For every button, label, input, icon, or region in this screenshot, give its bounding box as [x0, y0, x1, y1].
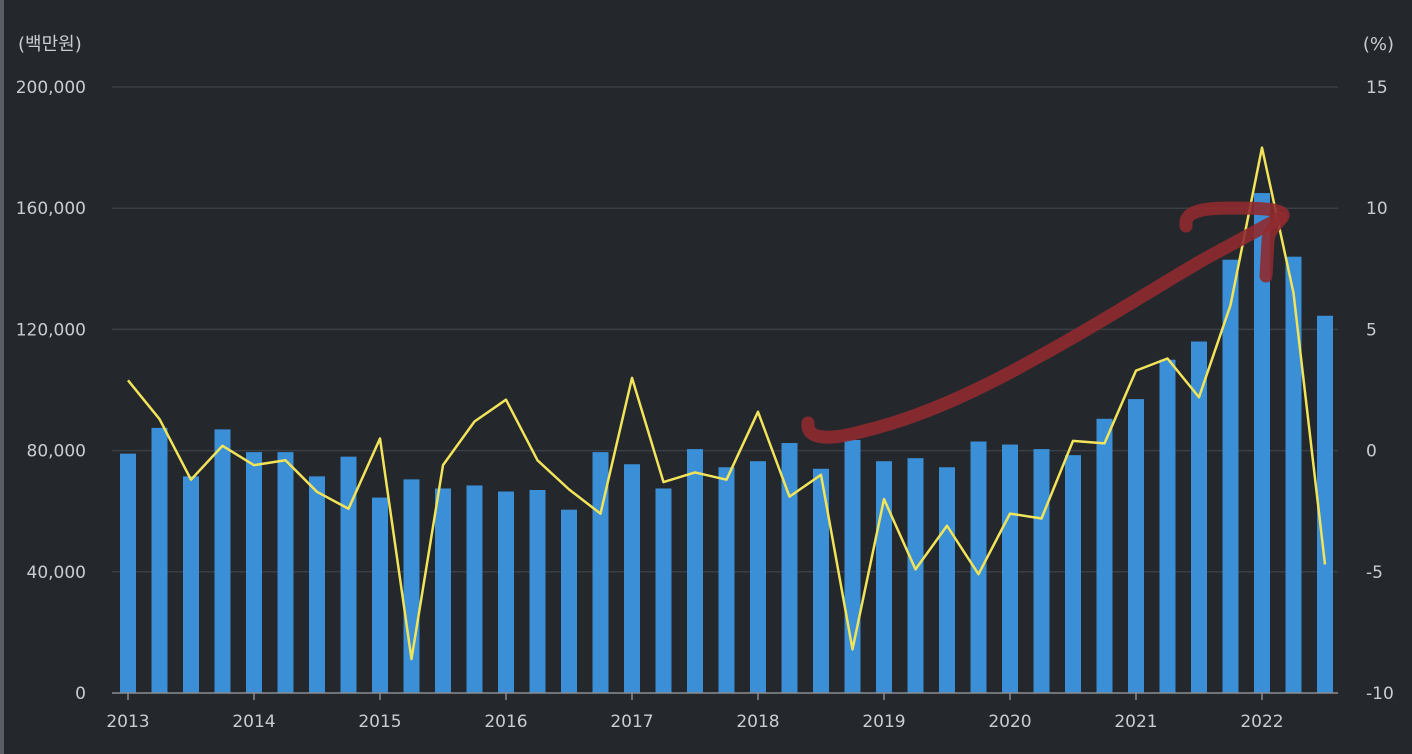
- bar: [466, 485, 483, 693]
- y-left-tick-label: 40,000: [27, 563, 86, 583]
- x-tick-label: 2020: [988, 712, 1031, 732]
- bar: [1254, 193, 1270, 694]
- y-left-tick-label: 120,000: [16, 320, 86, 340]
- x-tick-label: 2017: [610, 712, 653, 732]
- bar: [340, 456, 357, 693]
- x-tick-label: 2014: [232, 712, 275, 732]
- bar: [1128, 399, 1144, 693]
- bar: [592, 452, 609, 693]
- bar: [1191, 341, 1207, 693]
- bar: [687, 449, 703, 693]
- y-left-tick-label: 200,000: [16, 78, 86, 98]
- y-right-tick-label: 10: [1366, 199, 1388, 219]
- bar: [1285, 256, 1302, 693]
- bar: [498, 491, 514, 693]
- bar: [183, 476, 199, 693]
- bar: [939, 467, 955, 693]
- x-tick-label: 2019: [862, 712, 905, 732]
- bar-series: [120, 193, 1333, 694]
- x-tick-label: 2018: [736, 712, 779, 732]
- bar: [844, 439, 861, 693]
- bar: [813, 468, 829, 693]
- left-axis-unit: (백만원): [18, 34, 82, 55]
- bar: [1033, 449, 1050, 693]
- bar: [309, 476, 325, 693]
- bar: [529, 489, 546, 693]
- growth-rate-line: [127, 146, 1327, 661]
- y-right-tick-label: 5: [1366, 320, 1377, 340]
- bar: [718, 467, 735, 693]
- bar: [907, 458, 924, 693]
- bar: [1222, 259, 1239, 693]
- bar: [781, 443, 798, 693]
- axes: 0 40,000 80,000 120,000 160,000 200,000 -10 -5 0…: [16, 78, 1394, 732]
- bar: [214, 429, 231, 693]
- hand-drawn-annotation: [801, 201, 1290, 444]
- y-left-tick-label: 0: [75, 684, 86, 704]
- bar: [655, 488, 672, 693]
- x-tick-label: 2021: [1114, 712, 1157, 732]
- annotation-curve: [801, 211, 1287, 444]
- x-tick-label: 2015: [358, 712, 401, 732]
- bar: [1317, 315, 1333, 693]
- bar: [246, 452, 262, 693]
- bar: [403, 479, 420, 693]
- bar: [1096, 418, 1113, 693]
- bar: [1065, 455, 1081, 693]
- y-right-tick-label: -5: [1366, 563, 1383, 583]
- line-series: [127, 146, 1327, 661]
- bar: [372, 497, 388, 693]
- bar: [1002, 444, 1018, 693]
- bar: [120, 453, 136, 693]
- annotation-hook: [1179, 201, 1290, 283]
- x-tick-label: 2013: [106, 712, 149, 732]
- y-left-tick-label: 160,000: [16, 199, 86, 219]
- bar: [561, 509, 577, 693]
- bar: [876, 461, 892, 693]
- bar: [750, 461, 766, 693]
- y-right-tick-label: 15: [1366, 78, 1388, 98]
- bar: [970, 441, 987, 693]
- window-edge: [0, 0, 4, 754]
- bar: [277, 452, 294, 693]
- x-tick-label: 2016: [484, 712, 527, 732]
- y-right-tick-label: 0: [1366, 442, 1377, 462]
- bar: [624, 464, 640, 693]
- bar: [435, 488, 451, 693]
- y-left-tick-label: 80,000: [27, 442, 86, 462]
- right-axis-unit: (%): [1363, 34, 1394, 55]
- x-tick-label: 2022: [1240, 712, 1283, 732]
- y-right-tick-label: -10: [1366, 684, 1394, 704]
- bar: [1159, 359, 1176, 693]
- bar: [151, 427, 168, 693]
